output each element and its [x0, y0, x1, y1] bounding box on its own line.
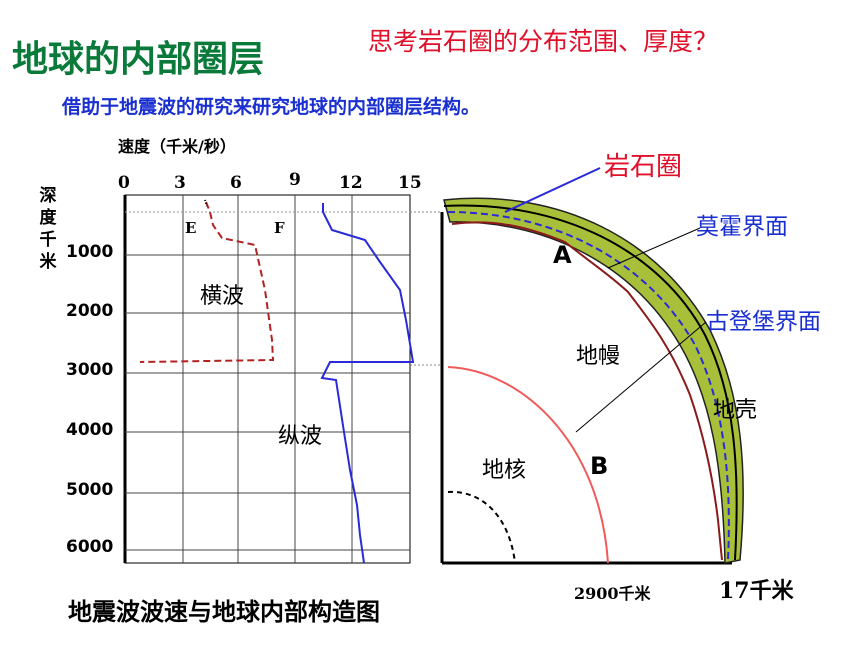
depth-tick-2000: 2000	[66, 301, 114, 321]
gutenberg-label: 古登堡界面	[706, 309, 821, 335]
inner-core-arc	[447, 490, 516, 564]
subtitle: 借助于地震波的研究来研究地球的内部圈层结构。	[62, 96, 481, 118]
crust-label: 地壳	[713, 398, 758, 423]
moho-label: 莫霍界面	[696, 214, 788, 240]
point-e-label: E	[185, 219, 197, 237]
depth-tick-3000: 3000	[66, 360, 114, 380]
speed-tick-9: 9	[289, 170, 301, 190]
page-title: 地球的内部圈层	[12, 39, 265, 80]
transverse-wave-label: 横波	[200, 284, 245, 309]
point-b-label: B	[590, 452, 609, 480]
gutenberg-leader	[575, 321, 707, 433]
earth-surface-line	[443, 204, 738, 561]
depth-tick-5000: 5000	[66, 480, 114, 500]
depth-tick-6000: 6000	[66, 537, 114, 557]
depth-17-label: 17千米	[719, 578, 794, 604]
speed-tick-12: 12	[339, 173, 363, 193]
depth-tick-4000: 4000	[66, 420, 114, 440]
lithosphere-band	[443, 197, 744, 564]
transverse-wave-curve	[139, 201, 275, 363]
velocity-graph-frame	[123, 194, 440, 564]
longitudinal-wave-label: 纵波	[278, 424, 323, 449]
core-label: 地核	[482, 458, 527, 483]
earth-cross-section	[440, 167, 744, 565]
point-f-label: F	[274, 219, 285, 237]
depth-2900-label: 2900千米	[574, 584, 651, 603]
moho-line	[447, 211, 730, 561]
depth-tick-1000: 1000	[66, 242, 114, 262]
longitudinal-wave-curve	[320, 203, 415, 564]
transverse-wave-top-dots	[204, 199, 208, 207]
question-text: 思考岩石圈的分布范围、厚度？	[368, 27, 719, 56]
speed-tick-15: 15	[398, 173, 422, 193]
speed-tick-3: 3	[174, 173, 186, 193]
gutenberg-boundary-arc	[447, 366, 609, 564]
speed-axis-label: 速度（千米/秒）	[118, 137, 236, 156]
crust-inner-edge	[451, 221, 723, 561]
moho-leader	[607, 227, 701, 269]
lithosphere-leader	[504, 167, 601, 213]
mantle-label: 地幔	[576, 344, 621, 369]
depth-axis-label: 深度千米	[39, 186, 57, 272]
lithosphere-label: 岩石圈	[604, 152, 683, 182]
point-a-label: A	[553, 241, 572, 269]
speed-tick-6: 6	[230, 173, 242, 193]
figure-caption: 地震波波速与地球内部构造图	[68, 598, 380, 626]
speed-tick-0: 0	[118, 173, 130, 193]
